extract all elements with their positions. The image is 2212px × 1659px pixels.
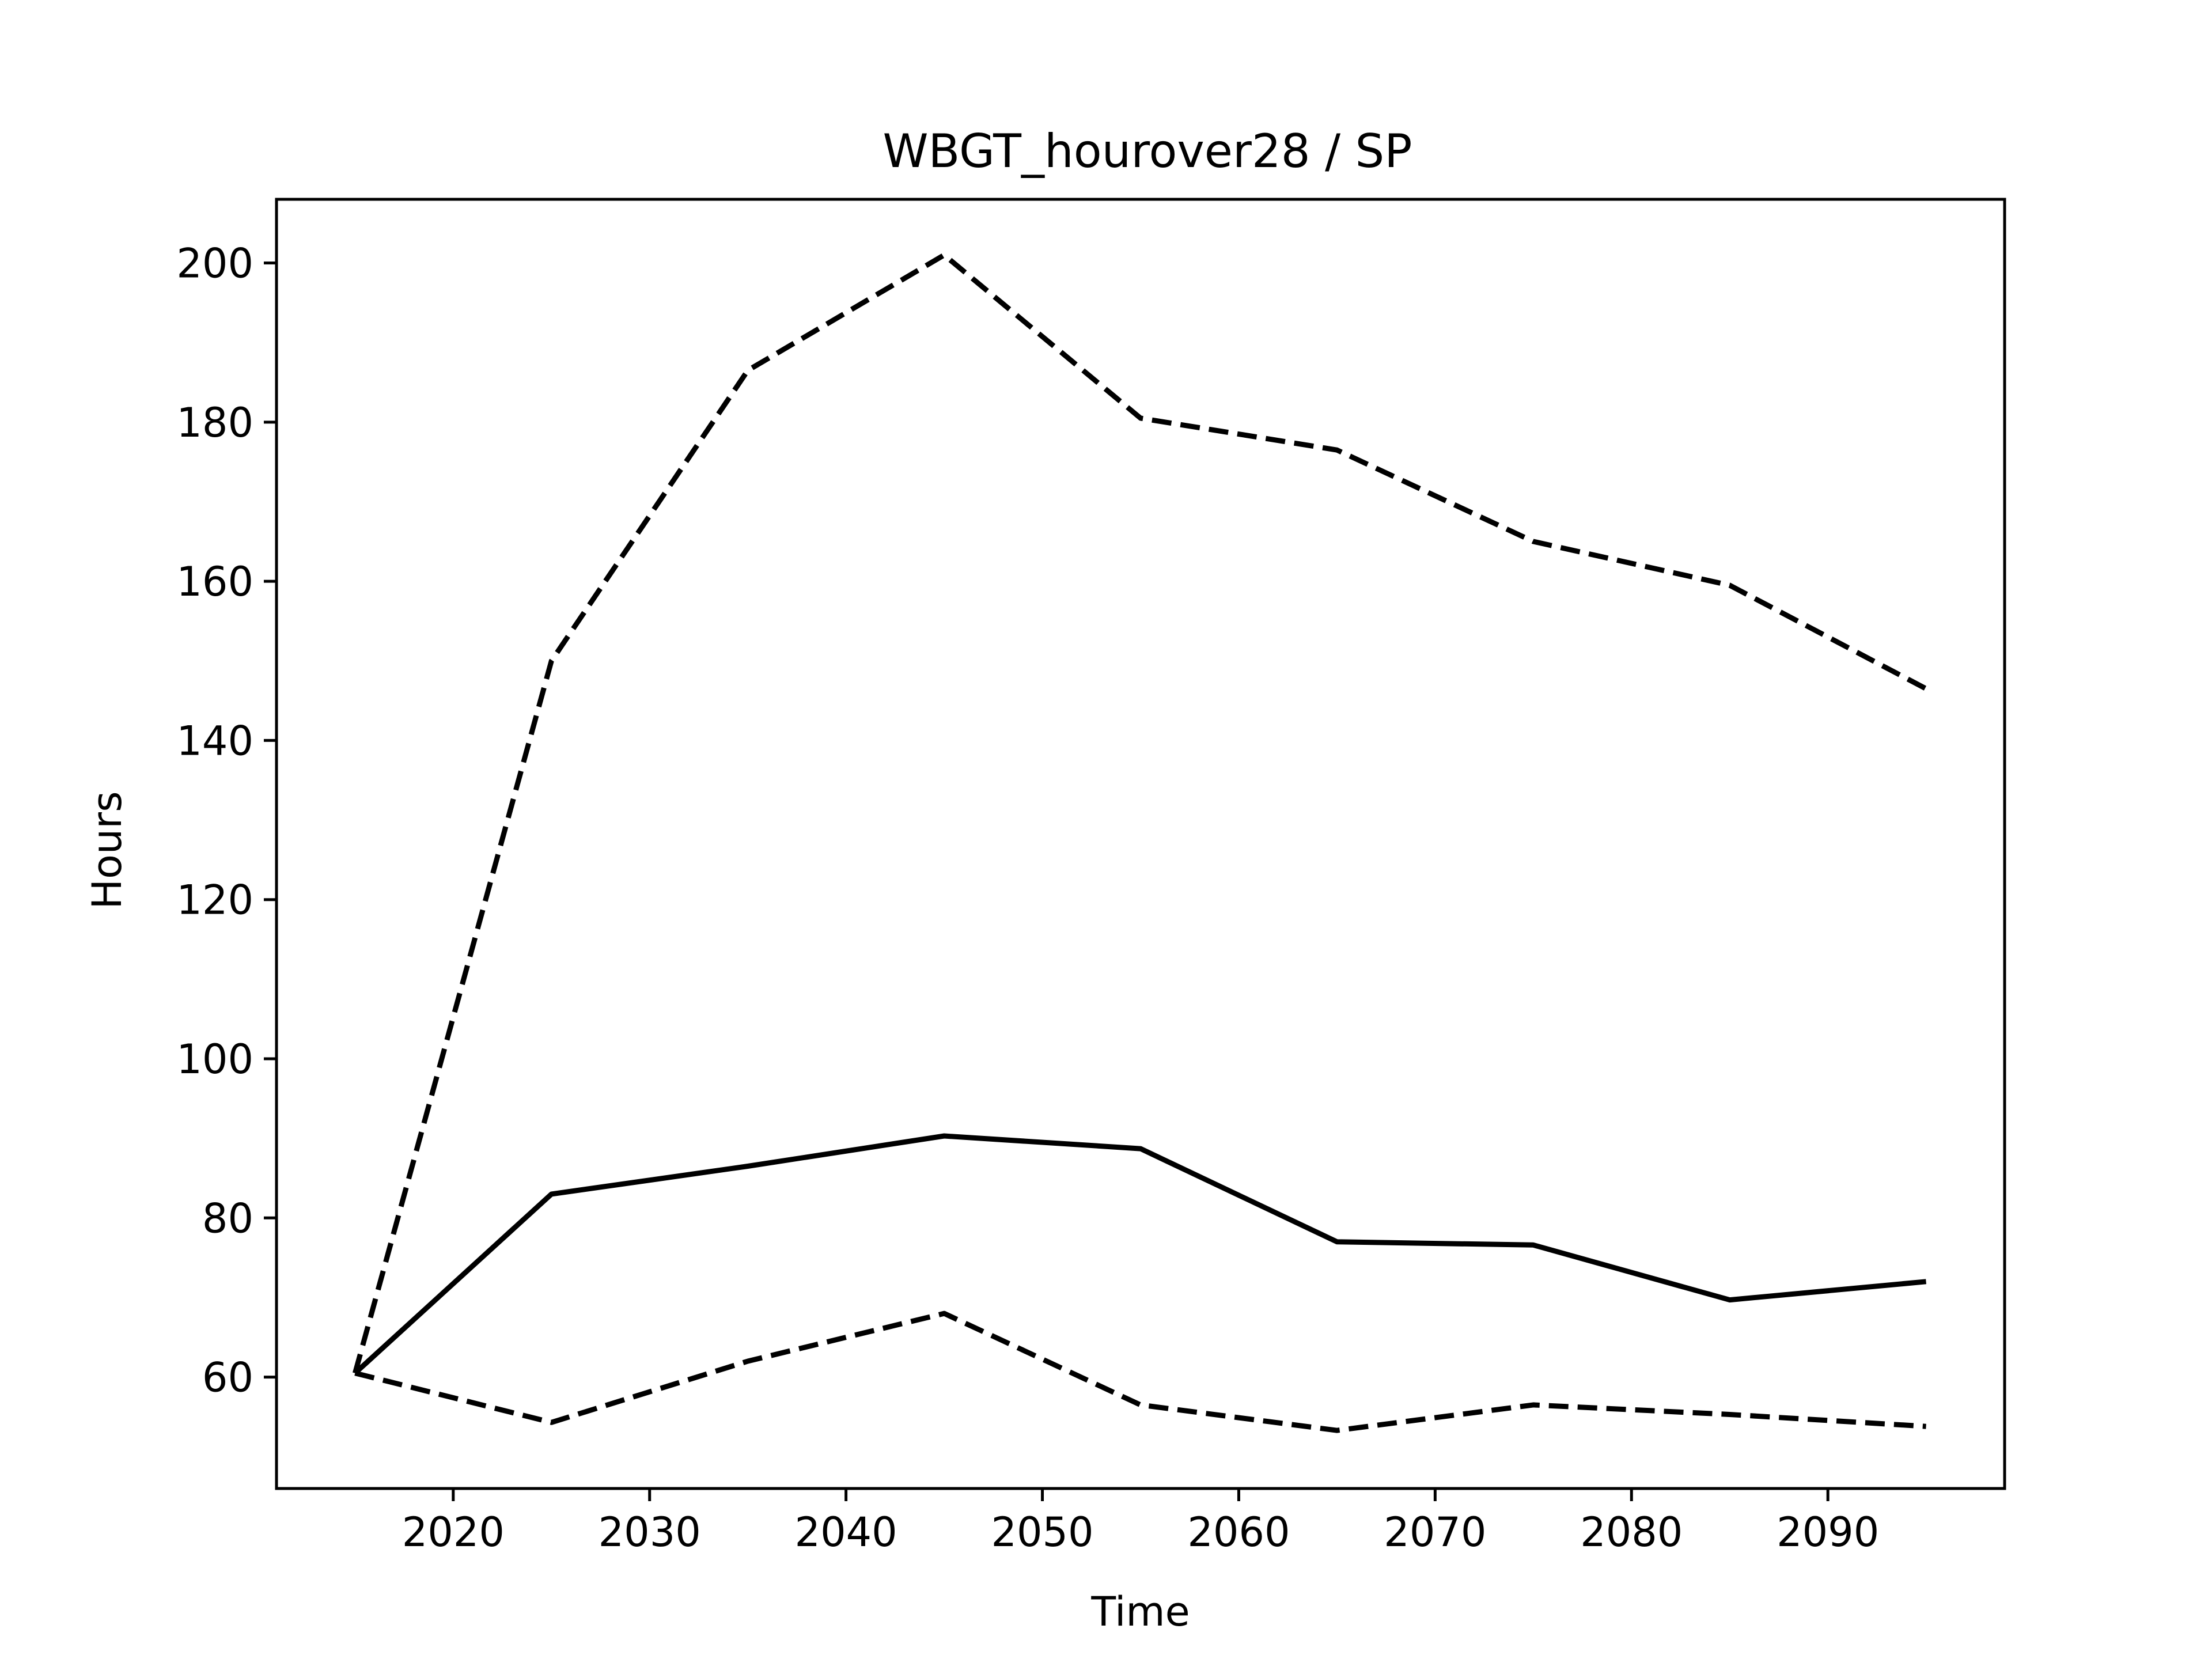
y-tick-label: 120 xyxy=(176,877,253,924)
x-tick-label: 2020 xyxy=(402,1509,505,1556)
y-axis-ticks: 60 80 100 120 140 160 180 200 xyxy=(176,240,276,1402)
y-tick-label: 80 xyxy=(202,1195,253,1242)
series-layer xyxy=(353,252,1927,1433)
plot-frame xyxy=(275,198,2006,1490)
x-tick-label: 2030 xyxy=(599,1509,701,1556)
x-tick-label: 2060 xyxy=(1187,1509,1290,1556)
x-tick-label: 2040 xyxy=(795,1509,897,1556)
y-tick-label: 180 xyxy=(176,399,253,446)
chart-title: WBGT_hourover28 / SP xyxy=(882,124,1412,178)
y-axis-label: Hours xyxy=(84,791,131,909)
x-axis-ticks: 2020 2030 2040 2050 2060 2070 2080 2090 xyxy=(402,1488,1879,1556)
y-tick-label: 200 xyxy=(176,240,253,287)
x-tick-label: 2070 xyxy=(1384,1509,1486,1556)
x-tick-label: 2090 xyxy=(1777,1509,1879,1556)
series-line-1 xyxy=(353,252,1927,1374)
y-tick-label: 60 xyxy=(202,1354,253,1402)
y-tick-label: 100 xyxy=(176,1036,253,1083)
y-tick-label: 140 xyxy=(176,717,253,764)
series-line-3 xyxy=(354,1310,1926,1433)
x-tick-label: 2080 xyxy=(1580,1509,1683,1556)
x-tick-label: 2050 xyxy=(991,1509,1093,1556)
series-line-2 xyxy=(353,1133,1927,1376)
y-tick-label: 160 xyxy=(176,558,253,605)
x-axis-label: Time xyxy=(1090,1588,1190,1635)
